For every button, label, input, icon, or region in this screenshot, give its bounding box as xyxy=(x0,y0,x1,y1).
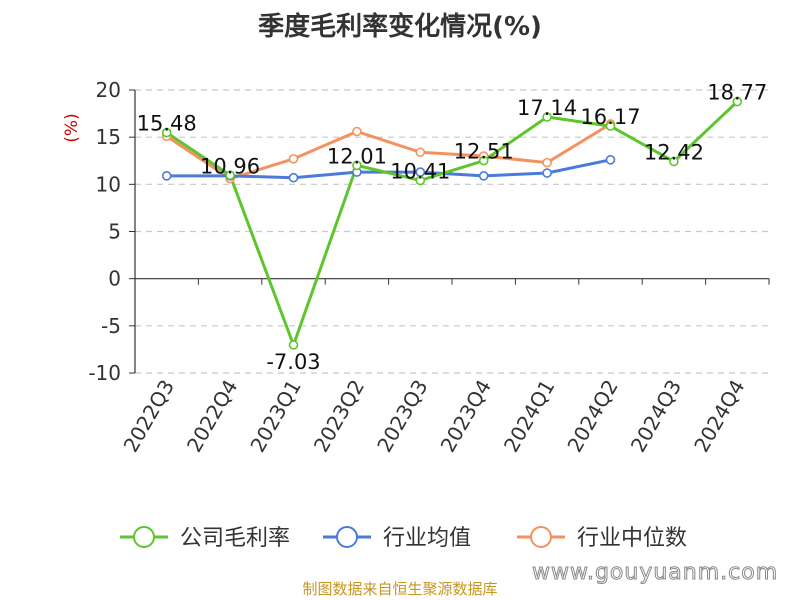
y-tick-label: 10 xyxy=(96,172,121,196)
data-point xyxy=(161,171,172,181)
x-tick-labels: 2022Q3 2022Q4 2023Q1 2023Q2 2023Q3 2023Q4 2024… xyxy=(119,376,750,457)
data-point xyxy=(542,168,552,178)
data-point xyxy=(288,340,299,350)
data-point xyxy=(288,172,299,183)
data-point xyxy=(352,126,362,137)
data-label: 10.41 xyxy=(390,159,450,183)
data-label: 12.42 xyxy=(644,141,704,165)
data-point xyxy=(415,175,426,186)
x-tick-label: 2024Q3 xyxy=(626,376,686,457)
data-point xyxy=(605,155,616,165)
data-label: 15.48 xyxy=(137,112,197,136)
data-label: -7.03 xyxy=(266,350,320,374)
series-points xyxy=(161,96,743,350)
data-point xyxy=(478,155,489,166)
legend-entry: 公司毛利率 xyxy=(180,526,290,551)
legend-entry: 行业均值 xyxy=(383,526,471,551)
x-tick-label: 2023Q2 xyxy=(309,376,369,457)
data-label: 12.51 xyxy=(454,140,514,164)
x-tick-label: 2023Q1 xyxy=(245,376,305,457)
data-point xyxy=(669,156,679,167)
source-note: 制图数据来自恒生聚源数据库 xyxy=(302,580,498,598)
x-tick-label: 2024Q1 xyxy=(499,376,559,457)
chart-title: 季度毛利率变化情况(%) xyxy=(258,12,542,42)
x-tick-label: 2023Q4 xyxy=(436,376,496,457)
legend-marker xyxy=(133,526,155,548)
data-label: 12.01 xyxy=(327,144,387,168)
legend-marker xyxy=(530,526,552,548)
watermark: www.gouyuanm.com xyxy=(531,560,779,586)
y-tick-label: -5 xyxy=(101,314,121,338)
y-tick-label: -10 xyxy=(88,361,121,385)
x-tick-label: 2024Q4 xyxy=(689,376,749,457)
data-point xyxy=(161,127,172,138)
data-point xyxy=(225,170,235,181)
y-tick-labels: 20 15 10 5 0 -5 -10 xyxy=(88,78,121,385)
legend: 公司毛利率 行业均值 行业中位数 xyxy=(120,526,687,551)
data-label: 18.77 xyxy=(707,81,767,105)
data-point xyxy=(415,147,426,158)
gridlines xyxy=(135,89,769,374)
data-point xyxy=(352,160,362,171)
x-tick-label: 2022Q3 xyxy=(119,376,179,457)
y-axis-label: (%) xyxy=(62,113,82,142)
data-point xyxy=(605,121,616,131)
data-label: 16.17 xyxy=(580,105,640,129)
legend-marker xyxy=(336,526,358,548)
data-label: 10.96 xyxy=(200,154,260,178)
y-tick-label: 0 xyxy=(108,267,121,291)
series-lines xyxy=(165,100,739,347)
data-point xyxy=(542,112,552,122)
legend-entry: 行业中位数 xyxy=(577,526,687,551)
data-point xyxy=(288,154,299,164)
data-label: 17.14 xyxy=(517,96,577,120)
data-point xyxy=(478,171,489,181)
x-tick-label: 2023Q3 xyxy=(372,376,432,457)
data-point xyxy=(542,157,552,168)
axes xyxy=(129,89,770,374)
x-tick-label: 2022Q4 xyxy=(182,376,242,457)
y-tick-label: 20 xyxy=(96,78,121,102)
data-point xyxy=(732,96,743,107)
series-line xyxy=(165,100,739,347)
y-tick-label: 15 xyxy=(96,125,121,149)
x-tick-label: 2024Q2 xyxy=(562,376,622,457)
y-tick-label: 5 xyxy=(108,220,121,244)
